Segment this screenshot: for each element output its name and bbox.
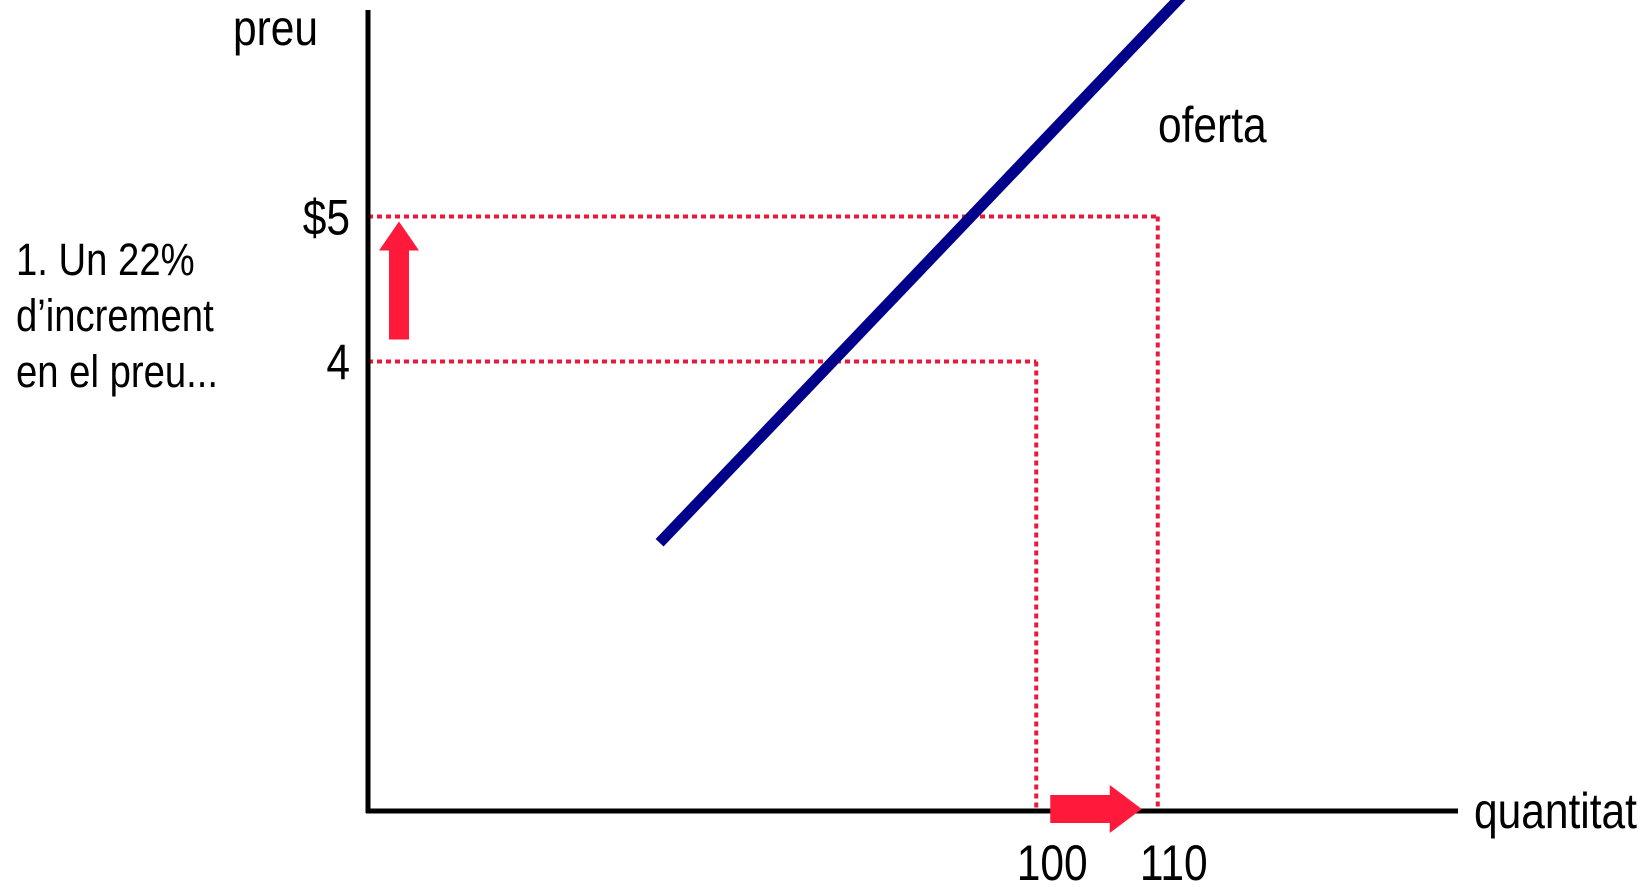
guide-lines	[368, 214, 1160, 811]
supply-curve	[655, 0, 1186, 547]
series-label-oferta: oferta	[1158, 97, 1267, 153]
y-tick-label-5: $5	[303, 189, 350, 245]
quantity-increase-arrow	[1050, 785, 1142, 833]
price-change-annotation: 1. Un 22% d’increment en el preu...	[16, 232, 218, 400]
y-axis-title: preu	[233, 0, 318, 56]
x-axis-title: quantitat	[1474, 783, 1637, 839]
tick-labels: 4 $5 100 110	[303, 189, 1208, 887]
price-increase-arrow	[379, 221, 419, 340]
y-tick-label-4: 4	[326, 334, 350, 390]
x-tick-label-110: 110	[1140, 835, 1208, 887]
annotation-line-1: 1. Un 22%	[16, 234, 195, 285]
annotation-line-3: en el preu...	[16, 346, 219, 397]
annotation-line-2: d’increment	[16, 290, 214, 341]
series-group	[655, 0, 1186, 547]
x-tick-label-100: 100	[1017, 835, 1088, 887]
